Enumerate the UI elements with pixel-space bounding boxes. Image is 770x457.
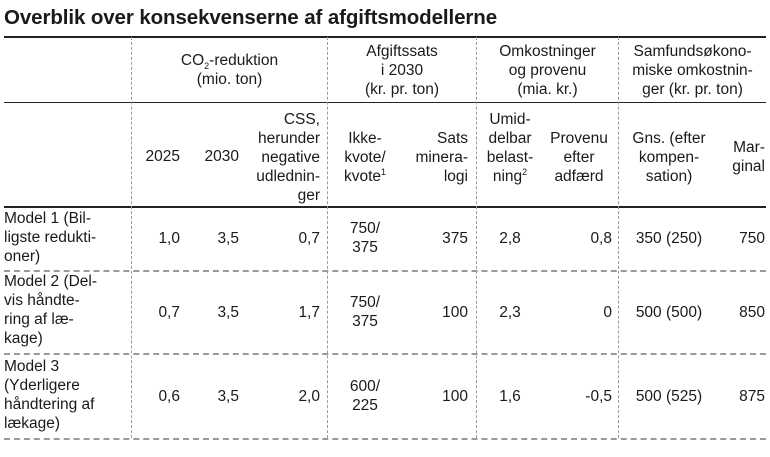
- cell-css: 0,7: [298, 230, 320, 247]
- cell-marginal: 850: [739, 304, 765, 321]
- cell-css: 2,0: [298, 388, 320, 405]
- cell-mineralogi: 375: [442, 230, 468, 247]
- subheader-gns: Gns. (efter kompen- sation): [632, 130, 706, 185]
- row-label: Model 3 (Yderligere håndtering af lækage…: [4, 358, 95, 432]
- subheader-2030: 2030: [204, 148, 239, 165]
- cell-mineralogi: 100: [442, 388, 468, 405]
- row-label: Model 1 (Bil- ligste redukti- oner): [4, 210, 97, 265]
- group-header-samf: Samfundsøkono- miske omkostnin- ger (kr.…: [632, 43, 753, 98]
- cell-provenu: -0,5: [585, 388, 612, 405]
- column-divider: [327, 37, 328, 438]
- group-header-omk: Omkostninger og provenu (mia. kr.): [499, 43, 596, 98]
- subheader-provenu: Provenu efter adfærd: [550, 130, 608, 185]
- cell-2025: 0,7: [158, 304, 180, 321]
- subheader-mineralogi: Sats minera- logi: [415, 130, 468, 185]
- column-divider: [131, 37, 132, 438]
- subheader-umiddelbar: Umid- delbar belast- ning2: [486, 111, 534, 185]
- group-header-rule: [4, 102, 766, 103]
- subheader-2025: 2025: [145, 148, 180, 165]
- top-rule: [4, 36, 766, 38]
- column-divider: [476, 37, 477, 438]
- cell-gns: 350 (250): [635, 230, 703, 247]
- row-label: Model 2 (Del- vis håndte- ring af læ- ka…: [4, 273, 98, 347]
- group-header-sats: Afgiftssats i 2030 (kr. pr. ton): [364, 43, 440, 98]
- cell-ikke-kvote: 750/ 375: [349, 220, 381, 256]
- cell-provenu: 0,8: [590, 230, 612, 247]
- group-header-co2: CO2-reduktion (mio. ton): [180, 52, 279, 88]
- row-divider-2: [4, 353, 766, 355]
- cell-mineralogi: 100: [442, 304, 468, 321]
- cell-2030: 3,5: [217, 388, 239, 405]
- cell-gns: 500 (525): [635, 388, 703, 405]
- subheader-ikke-kvote: Ikke- kvote/ kvote1: [343, 130, 387, 185]
- subheader-css: CSS, herunder negative udlednin- ger: [256, 111, 320, 204]
- header-bottom-rule: [4, 206, 766, 208]
- column-divider: [618, 37, 619, 438]
- cell-2030: 3,5: [217, 304, 239, 321]
- cell-umiddelbar: 1,6: [499, 388, 521, 405]
- cell-ikke-kvote: 600/ 225: [349, 378, 381, 414]
- cell-2025: 1,0: [158, 230, 180, 247]
- bottom-rule: [4, 438, 766, 440]
- row-divider-1: [4, 270, 766, 272]
- cell-ikke-kvote: 750/ 375: [349, 294, 381, 330]
- cell-css: 1,7: [298, 304, 320, 321]
- cell-2030: 3,5: [217, 230, 239, 247]
- cell-marginal: 750: [739, 230, 765, 247]
- cell-gns: 500 (500): [635, 304, 703, 321]
- subheader-marginal: Mar- ginal: [732, 139, 765, 175]
- cell-umiddelbar: 2,8: [499, 230, 521, 247]
- table-title: Overblik over konsekvenserne af afgiftsm…: [4, 6, 497, 29]
- cell-provenu: 0: [603, 304, 612, 321]
- cell-umiddelbar: 2,3: [499, 304, 521, 321]
- cell-marginal: 875: [739, 388, 765, 405]
- cell-2025: 0,6: [158, 388, 180, 405]
